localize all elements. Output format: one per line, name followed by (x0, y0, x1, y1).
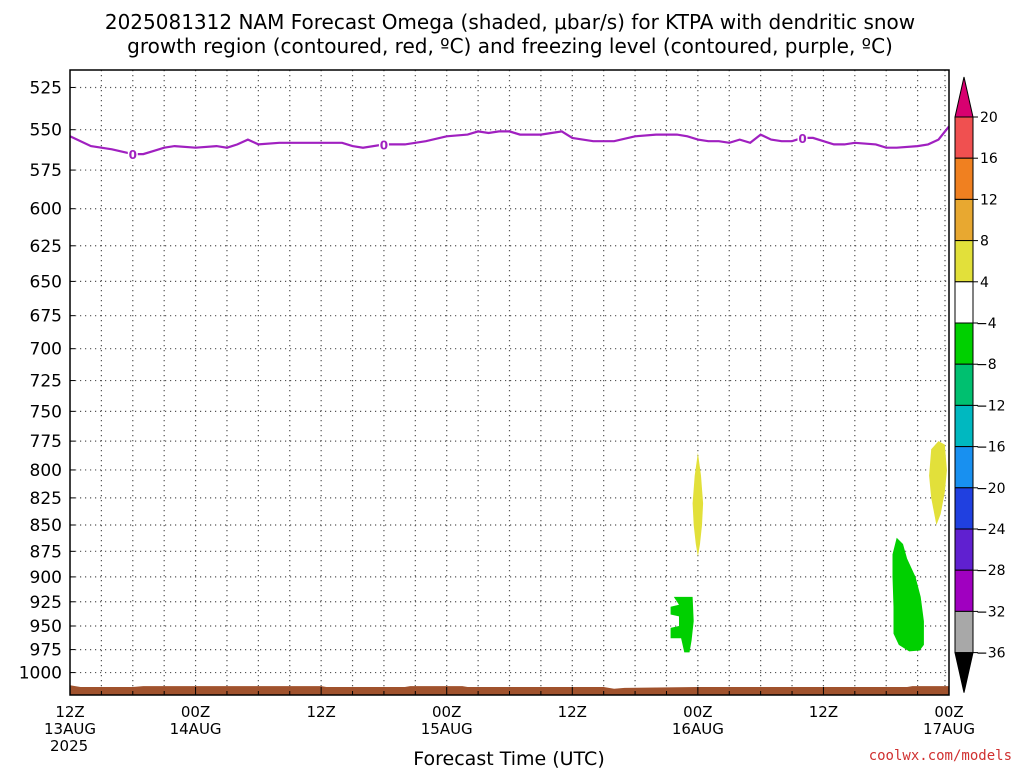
x-tick-label: 00Z (432, 703, 461, 721)
omega-shading (670, 441, 947, 653)
y-tick-label: 925 (30, 593, 62, 613)
x-tick-label: 00Z (683, 703, 712, 721)
freezing-level-label: 0 (798, 132, 806, 146)
colorbar-box (954, 487, 974, 530)
x-tick-label: 00Z (181, 703, 210, 721)
freezing-level-contour: 0 0 0 (69, 125, 950, 162)
y-tick-label: 775 (30, 432, 62, 452)
colorbar-bottom-arrow (954, 652, 974, 693)
colorbar-box (954, 116, 974, 159)
x-tick-label: 16AUG (672, 720, 724, 738)
x-tick-label: 12Z (809, 703, 838, 721)
colorbar-label: 4 (980, 275, 989, 291)
colorbar-label: −8 (976, 357, 997, 373)
colorbar-box (954, 404, 974, 448)
y-tick-label: 975 (30, 641, 62, 661)
omega-region (892, 537, 924, 652)
chart-title-line-2: growth region (contoured, red, ºC) and f… (127, 34, 893, 58)
y-axis-ticks: 525 550 575 600 625 650 675 700 725 750 775 800 825 8… (19, 78, 75, 684)
contour-label-bg (378, 136, 389, 152)
colorbar-box (954, 157, 974, 200)
colorbar-label: 12 (980, 192, 998, 208)
colorbar-label: 16 (980, 151, 998, 167)
x-tick-label: 15AUG (421, 720, 473, 738)
x-tick-label: 17AUG (923, 720, 975, 738)
freezing-level-line (69, 125, 950, 156)
colorbar-label: −28 (976, 563, 1006, 579)
omega-region (692, 452, 704, 557)
y-tick-label: 850 (30, 516, 62, 536)
colorbar-box (954, 446, 974, 489)
colorbar-label: −20 (976, 481, 1006, 497)
colorbar-top-arrow (954, 76, 974, 118)
colorbar: 20 16 12 8 4 −4 −8 −12 −16 −20 −24 −28 −32 −36 (954, 76, 1006, 693)
colorbar-label: −36 (976, 646, 1006, 662)
y-tick-label: 950 (30, 617, 62, 637)
y-tick-label: 525 (30, 78, 62, 98)
grid-lines (70, 70, 949, 695)
y-tick-label: 700 (30, 340, 62, 360)
colorbar-label: −16 (976, 440, 1006, 456)
x-tick-label: 12Z (558, 703, 587, 721)
chart-title-line-1: 2025081312 NAM Forecast Omega (shaded, μ… (105, 10, 915, 34)
colorbar-box (954, 281, 974, 324)
y-tick-label: 650 (30, 272, 62, 292)
y-tick-label: 675 (30, 307, 62, 327)
x-tick-label: 14AUG (170, 720, 222, 738)
omega-region (670, 596, 694, 653)
freezing-level-label: 0 (380, 138, 388, 152)
colorbar-label: 8 (980, 234, 989, 250)
freezing-level-label: 0 (129, 148, 137, 162)
colorbar-label: −4 (976, 316, 997, 332)
y-tick-label: 625 (30, 237, 62, 257)
x-tick-label: 12Z (55, 703, 84, 721)
colorbar-label: −12 (976, 398, 1006, 414)
y-tick-label: 750 (30, 402, 62, 422)
contour-label-bg (127, 146, 138, 162)
colorbar-box (954, 240, 974, 283)
colorbar-box (954, 569, 974, 612)
x-axis-label: Forecast Time (UTC) (413, 748, 604, 768)
omega-region (929, 441, 947, 525)
y-tick-label: 875 (30, 542, 62, 562)
colorbar-box (954, 610, 974, 654)
contour-label-bg (797, 129, 808, 145)
y-tick-label: 550 (30, 121, 62, 141)
y-tick-label: 1000 (19, 664, 62, 684)
colorbar-label: 20 (980, 110, 998, 126)
colorbar-box (954, 322, 974, 365)
colorbar-box (954, 528, 974, 571)
y-tick-label: 600 (30, 200, 62, 220)
x-tick-label: 13AUG (44, 720, 96, 738)
y-tick-label: 725 (30, 372, 62, 392)
colorbar-label: −24 (976, 522, 1006, 538)
x-tick-label: 2025 (50, 737, 88, 755)
credit-text: coolwx.com/models (869, 748, 1012, 764)
colorbar-box (954, 198, 974, 242)
y-tick-label: 800 (30, 461, 62, 481)
y-tick-label: 900 (30, 568, 62, 588)
colorbar-box (954, 363, 974, 406)
y-tick-label: 575 (30, 161, 62, 181)
y-tick-label: 825 (30, 489, 62, 509)
x-tick-label: 12Z (306, 703, 335, 721)
plot-frame (69, 69, 950, 696)
x-tick-label: 00Z (934, 703, 963, 721)
colorbar-label: −32 (976, 604, 1006, 620)
